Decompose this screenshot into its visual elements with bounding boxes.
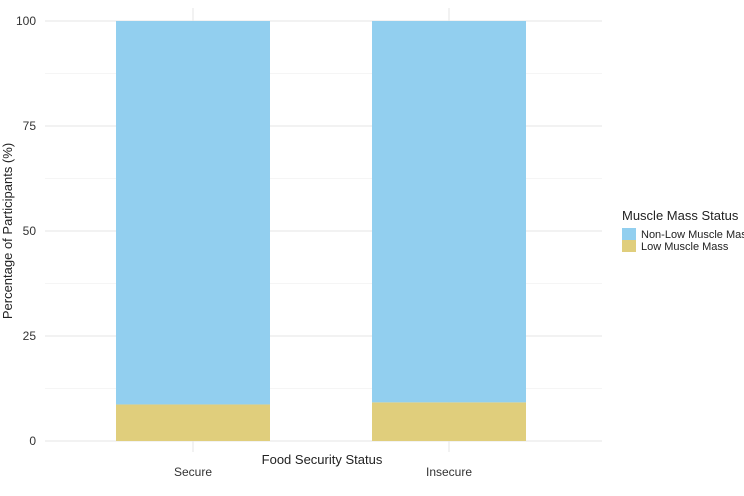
bars [116, 21, 526, 441]
bar-secure-low-muscle-mass [116, 404, 270, 441]
legend: Muscle Mass Status Non-Low Muscle Mass L… [622, 208, 744, 253]
y-tick-label: 100 [16, 14, 36, 28]
x-axis-ticks: Secure Insecure [174, 465, 472, 479]
legend-label-non-low-muscle-mass: Non-Low Muscle Mass [641, 229, 744, 241]
x-tick-label: Secure [174, 465, 212, 479]
legend-swatch-low-muscle-mass [622, 240, 636, 252]
bar-insecure-non-low-muscle-mass [372, 21, 526, 403]
bar-secure-non-low-muscle-mass [116, 21, 270, 405]
y-axis-ticks: 0 25 50 75 100 [16, 14, 36, 448]
y-axis-title: Percentage of Participants (%) [0, 143, 15, 319]
legend-title: Muscle Mass Status [622, 208, 739, 223]
y-tick-label: 50 [23, 224, 37, 238]
y-tick-label: 0 [29, 434, 36, 448]
x-tick-label: Insecure [426, 465, 472, 479]
y-tick-label: 25 [23, 329, 37, 343]
y-tick-label: 75 [23, 119, 37, 133]
legend-swatch-non-low-muscle-mass [622, 228, 636, 240]
legend-label-low-muscle-mass: Low Muscle Mass [641, 241, 729, 253]
x-axis-title: Food Security Status [262, 452, 383, 467]
bar-insecure-low-muscle-mass [372, 402, 526, 441]
